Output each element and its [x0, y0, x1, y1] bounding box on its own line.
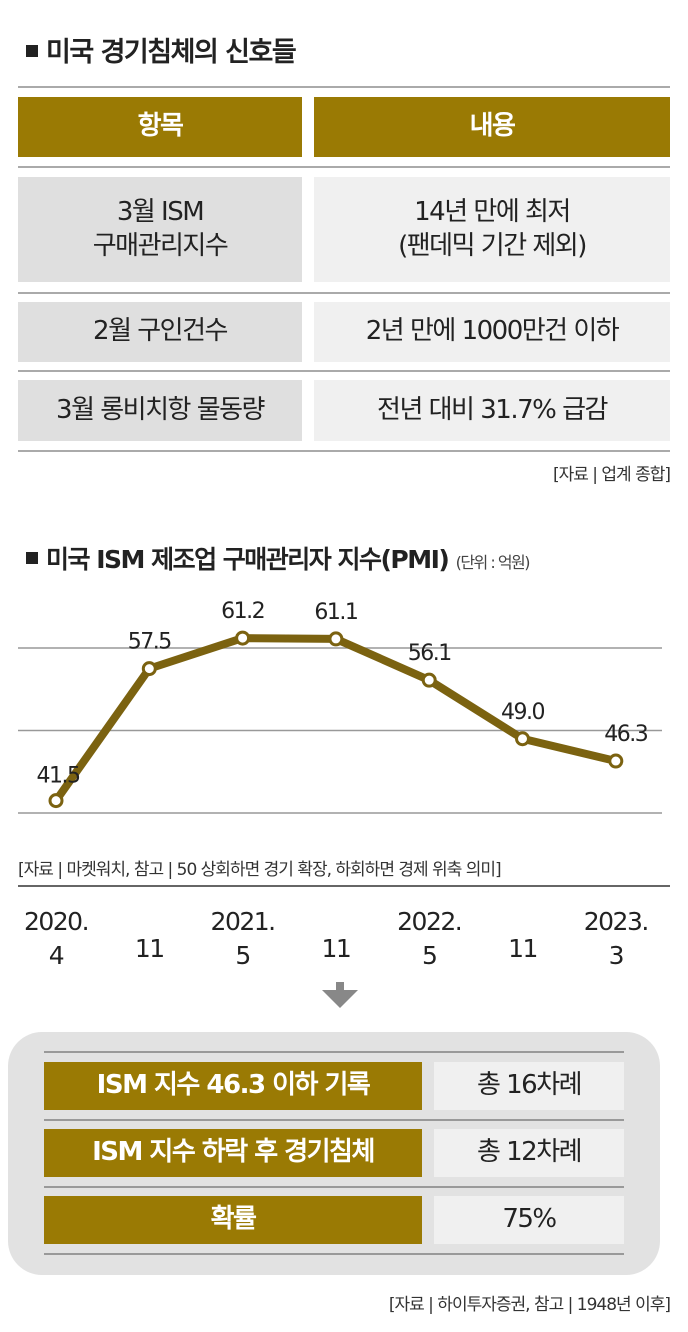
data-label: 46.3: [604, 722, 647, 747]
data-point: [328, 631, 344, 647]
summary-source: [자료 | 하이투자증권, 참고 | 1948년 이후]: [388, 1295, 671, 1315]
data-label: 57.5: [128, 630, 171, 655]
x-tick-label: 2023. 3: [583, 907, 650, 970]
data-label: 49.0: [501, 700, 544, 725]
summary-label-2: ISM 지수 하락 후 경기침체: [44, 1129, 422, 1177]
data-point: [515, 731, 530, 747]
line-chart: 41.5 57.5 61.2 61.1 56.1 49.0 46.3: [18, 599, 662, 814]
divider: [18, 292, 670, 294]
summary-label-1: ISM 지수 46.3 이하 기록: [44, 1062, 422, 1110]
x-tick-label: 2020. 4: [23, 907, 90, 970]
summary-label-3: 확률: [44, 1196, 422, 1244]
table-title-text: 미국 경기침체의 신호들: [46, 37, 297, 68]
x-tick-label: 2022. 5: [397, 907, 463, 970]
data-label: 61.1: [314, 600, 357, 625]
chart-unit: (단위 : 억원): [455, 553, 531, 572]
table-title: 미국 경기침체의 신호들: [26, 30, 297, 69]
table-source: [자료 | 업계 종합]: [552, 465, 671, 485]
chart-title-text: 미국 ISM 제조업 구매관리자 지수(PMI): [46, 545, 450, 574]
bullet-square-icon: [26, 44, 38, 57]
data-point: [608, 753, 624, 769]
data-label: 41.5: [37, 764, 80, 789]
arrow-down-icon: [322, 990, 358, 1008]
divider: [18, 450, 670, 452]
cell-line: (팬데믹 기간 제외): [398, 230, 587, 261]
divider: [18, 166, 670, 168]
data-label: 56.1: [408, 641, 451, 666]
x-tick-label: 11: [508, 934, 538, 963]
x-tick-label: 11: [134, 934, 165, 963]
row-1-item: 3월 ISM 구매관리지수: [18, 177, 302, 282]
bullet-square-icon: [26, 552, 38, 564]
cell-line: 구매관리지수: [92, 230, 229, 261]
divider: [44, 1051, 624, 1053]
chart-source: [자료 | 마켓워치, 참고 | 50 상회하면 경기 확장, 하회하면 경제 …: [18, 860, 502, 880]
row-3-content: 전년 대비 31.7% 급감: [314, 380, 670, 441]
summary-value-1: 총 16차례: [434, 1062, 624, 1110]
summary-value-3: 75%: [434, 1196, 624, 1244]
x-tick-label: 2021. 5: [210, 907, 277, 970]
chart-title: 미국 ISM 제조업 구매관리자 지수(PMI) (단위 : 억원): [26, 540, 531, 576]
row-3-item: 3월 롱비치항 물동량: [18, 380, 302, 441]
summary-value-2: 총 12차례: [434, 1129, 624, 1177]
header-item: 항목: [18, 97, 302, 157]
x-tick-label: 11: [321, 934, 351, 963]
data-point: [141, 661, 157, 677]
divider: [44, 1253, 624, 1255]
divider: [18, 86, 670, 88]
cell-line: 3월 ISM: [116, 196, 205, 227]
cell-line: 14년 만에 최저: [414, 196, 571, 227]
data-point: [235, 630, 251, 646]
divider: [18, 370, 670, 372]
data-point: [48, 793, 64, 809]
arrow-stem: [336, 982, 344, 991]
divider: [44, 1119, 624, 1121]
divider: [44, 1186, 624, 1188]
data-point: [421, 672, 437, 688]
header-content: 내용: [314, 97, 670, 157]
row-2-item: 2월 구인건수: [18, 302, 302, 362]
divider: [18, 885, 670, 887]
row-1-content: 14년 만에 최저 (팬데믹 기간 제외): [314, 177, 670, 282]
data-label: 61.2: [221, 599, 264, 624]
row-2-content: 2년 만에 1000만건 이하: [314, 302, 670, 362]
